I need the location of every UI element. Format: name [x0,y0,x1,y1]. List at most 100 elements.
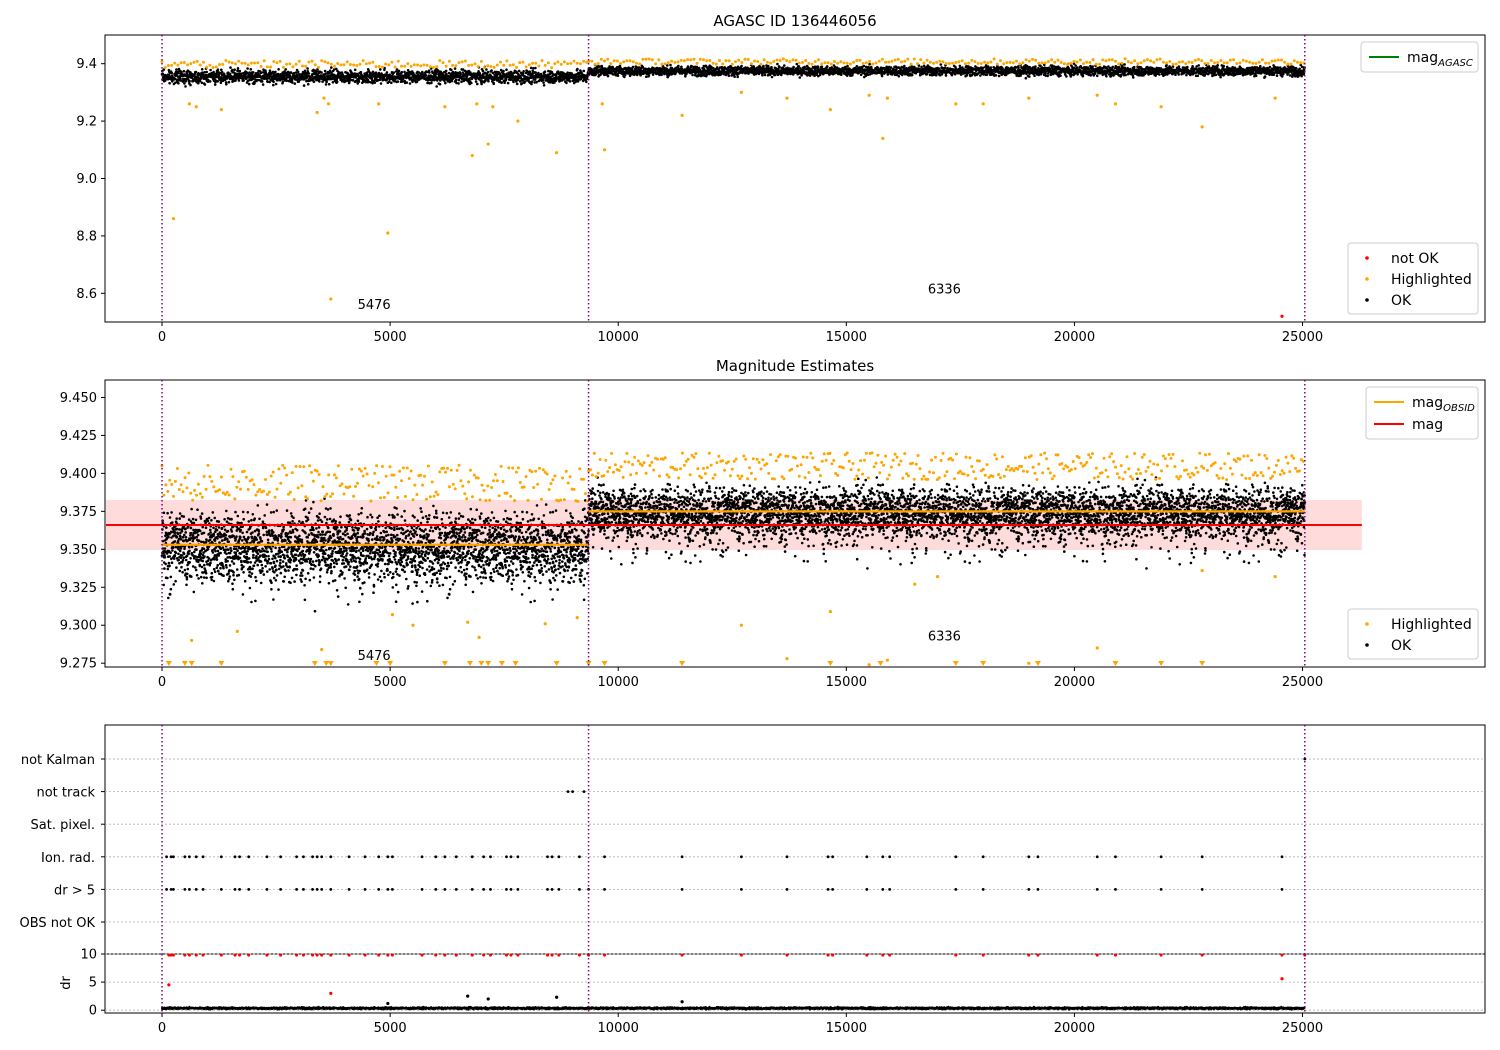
ok-point [530,80,534,83]
ok-point [260,80,264,83]
ok-point [523,80,527,83]
ok-point [379,82,383,85]
ok-point [179,79,182,82]
highlighted-point [262,59,266,63]
ok-point [795,62,799,66]
highlighted-point [339,63,343,67]
ok-point [305,79,308,83]
highlighted-point [214,65,218,69]
ok-point [520,82,523,85]
ok-point [259,71,263,74]
highlighted-point [553,62,557,66]
ok-point [408,82,412,85]
highlighted-point [463,59,467,63]
ok-point [306,70,310,73]
highlighted-point [387,63,391,67]
ok-point [910,73,914,77]
ok-point [1219,75,1222,79]
highlighted-point [409,64,413,68]
ok-point [167,73,171,77]
highlighted-point [281,65,285,69]
ok-point [183,82,186,85]
highlighted-point [186,63,190,67]
highlighted-point [182,61,186,64]
ok-point [312,80,316,84]
highlighted-point [412,63,416,67]
ok-point [289,71,293,74]
ok-point [1263,75,1267,78]
highlighted-point [310,59,314,63]
ok-point [778,65,781,69]
highlighted-point [166,64,170,67]
ok-point [459,73,462,76]
highlighted-point [451,63,455,67]
ok-point [677,64,680,68]
ok-point [225,82,228,86]
highlighted-point [428,65,432,69]
highlighted-point [371,60,375,64]
ok-point [267,76,271,80]
ok-point [166,78,170,81]
highlighted-point [454,64,458,68]
ok-point [762,64,765,68]
highlighted-point [272,60,276,63]
ok-point [1123,63,1126,66]
ok-point [277,68,280,71]
ok-point [1091,65,1094,68]
ok-point [296,70,300,74]
ok-point [767,64,770,68]
ok-point [269,75,272,78]
highlighted-point [342,63,346,67]
ok-point [825,65,829,68]
ok-point [306,67,309,70]
ok-point [203,71,206,74]
highlighted-point [221,62,225,66]
highlighted-point [537,64,541,68]
highlighted-point [352,63,356,67]
ok-point [199,74,203,78]
ok-point [631,65,635,69]
highlighted-point [336,62,340,65]
ok-point [262,71,265,74]
ok-point [522,70,525,73]
highlighted-point [460,60,464,64]
ok-point [200,77,203,80]
ok-point [1191,65,1194,68]
highlighted-point [447,59,451,63]
ok-point [1158,73,1161,76]
ok-point [997,74,1001,78]
highlighted-point [208,63,212,67]
highlighted-point [170,63,174,67]
ok-point [200,81,204,85]
highlighted-point [486,64,490,68]
ok-point [1111,65,1114,69]
highlighted-point [502,63,506,67]
ok-point [776,62,779,66]
ok-point [306,82,310,86]
ok-point [161,72,165,76]
highlighted-point [562,60,566,64]
ok-point [217,73,221,77]
highlighted-point [301,64,304,68]
highlighted-point [438,59,442,63]
ok-point [566,71,569,74]
ok-point [252,71,255,74]
ok-point [1174,73,1177,76]
ok-point [1089,74,1093,77]
highlighted-point [575,61,579,65]
ok-point [820,65,824,69]
ok-point [1028,75,1031,78]
ok-point [307,72,311,75]
ok-point [846,64,849,68]
ok-point [274,70,277,74]
ok-point [506,81,510,85]
ok-point [174,81,177,84]
ok-point [530,82,533,86]
highlighted-point [384,62,388,66]
ok-point [397,69,401,73]
highlighted-point [326,61,330,65]
ok-point [624,73,627,77]
panel-title: AGASC ID 136446056 [713,12,876,30]
ok-point [554,79,558,82]
